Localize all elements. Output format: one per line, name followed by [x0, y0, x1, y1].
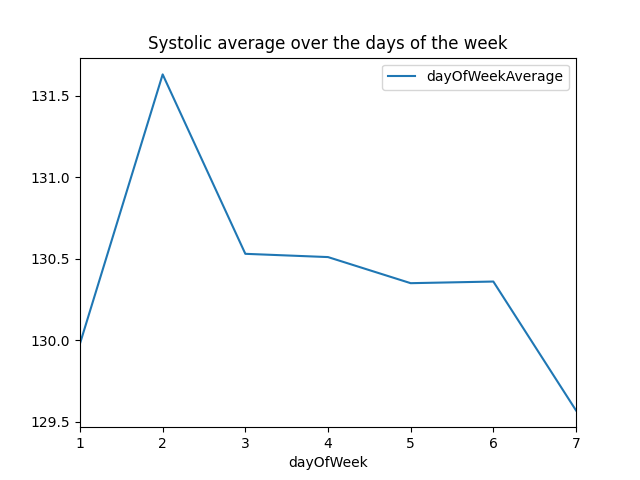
dayOfWeekAverage — [241, 251, 249, 257]
X-axis label: dayOfWeek: dayOfWeek — [288, 456, 368, 470]
dayOfWeekAverage — [159, 72, 166, 77]
Title: Systolic average over the days of the week: Systolic average over the days of the we… — [148, 35, 508, 53]
Legend: dayOfWeekAverage: dayOfWeekAverage — [382, 64, 569, 90]
dayOfWeekAverage — [324, 254, 332, 260]
dayOfWeekAverage — [490, 279, 497, 285]
dayOfWeekAverage — [407, 280, 415, 286]
dayOfWeekAverage — [76, 341, 84, 347]
Line: dayOfWeekAverage: dayOfWeekAverage — [80, 74, 576, 410]
dayOfWeekAverage — [572, 408, 580, 413]
